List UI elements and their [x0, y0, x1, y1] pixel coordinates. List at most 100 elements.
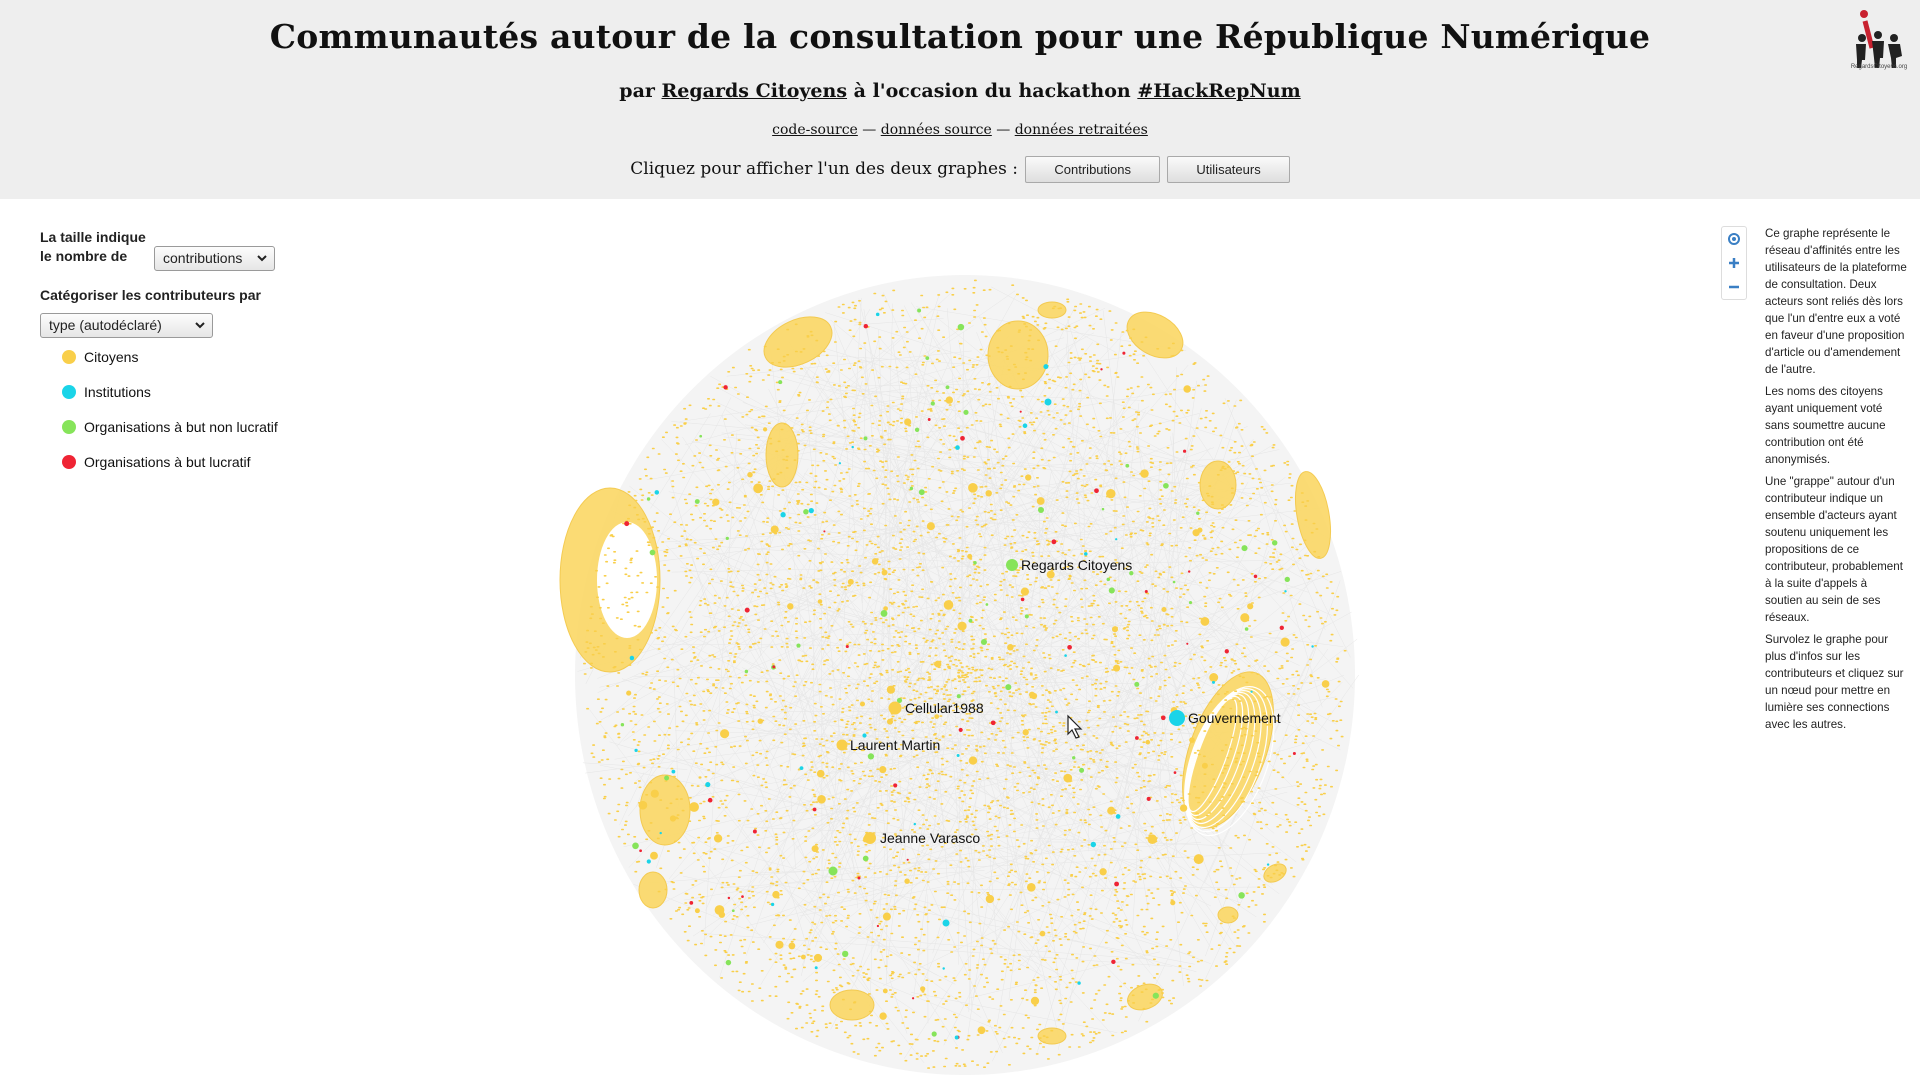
graph-node[interactable]: [694, 499, 700, 504]
graph-node[interactable]: [1122, 351, 1126, 355]
graph-node[interactable]: [880, 609, 888, 617]
graph-node[interactable]: [942, 919, 950, 927]
graph-node[interactable]: [1077, 981, 1081, 985]
graph-node[interactable]: [1271, 540, 1278, 546]
graph-node[interactable]: [1197, 527, 1203, 533]
graph-node[interactable]: [752, 829, 757, 834]
graph-node[interactable]: [1043, 364, 1049, 370]
graph-node[interactable]: [913, 822, 917, 826]
graph-node[interactable]: [1253, 574, 1258, 579]
graph-node[interactable]: [851, 445, 854, 449]
graph-node[interactable]: [1140, 469, 1149, 478]
graph-node[interactable]: [1007, 644, 1014, 651]
graph-node[interactable]: [707, 797, 713, 803]
labeled-nodes[interactable]: Regards Citoyens Cellular1988 Laurent Ma…: [836, 557, 1281, 846]
graph-node[interactable]: [1107, 806, 1116, 815]
graph-node[interactable]: [646, 859, 651, 864]
graph-node[interactable]: [857, 876, 861, 880]
graph-node[interactable]: [1179, 804, 1188, 812]
graph-node[interactable]: [990, 720, 996, 726]
graph-node[interactable]: [1125, 463, 1130, 468]
graph-node[interactable]: [720, 729, 730, 739]
graph-node[interactable]: [1028, 691, 1036, 698]
graph-node[interactable]: [723, 385, 728, 390]
contributions-graph-button[interactable]: Contributions: [1025, 156, 1160, 183]
donnees-source-link[interactable]: données source: [880, 122, 992, 138]
node-jeanne-varasco[interactable]: Jeanne Varasco: [864, 830, 980, 846]
graph-node[interactable]: [1284, 576, 1290, 583]
graph-node[interactable]: [1240, 613, 1250, 623]
graph-node[interactable]: [1055, 710, 1058, 714]
graph-node[interactable]: [650, 789, 659, 798]
graph-node[interactable]: [1144, 589, 1148, 594]
graph-node[interactable]: [957, 323, 965, 331]
graph-node[interactable]: [1020, 597, 1025, 602]
graph-node[interactable]: [725, 959, 732, 966]
graph-node[interactable]: [787, 603, 794, 610]
graph-node[interactable]: [1072, 756, 1076, 760]
graph-node[interactable]: [632, 842, 639, 850]
code-source-link[interactable]: code-source: [772, 122, 858, 138]
graph-node[interactable]: [629, 655, 635, 661]
graph-node[interactable]: [1201, 762, 1208, 769]
node-jeanne-varasco-marker[interactable]: [864, 832, 876, 844]
graph-node[interactable]: [911, 997, 915, 1000]
graph-node[interactable]: [926, 522, 935, 531]
graph-node[interactable]: [817, 794, 826, 804]
graph-node[interactable]: [845, 644, 849, 649]
graph-node[interactable]: [1067, 644, 1072, 650]
graph-node[interactable]: [1101, 507, 1105, 511]
graph-node[interactable]: [968, 618, 973, 623]
graph-node[interactable]: [772, 890, 780, 899]
graph-node[interactable]: [862, 855, 869, 862]
graph-node[interactable]: [945, 396, 954, 404]
graph-node[interactable]: [634, 748, 638, 753]
graph-node[interactable]: [646, 497, 651, 501]
graph-node[interactable]: [803, 509, 809, 515]
graph-node[interactable]: [1024, 614, 1029, 619]
graph-node[interactable]: [1189, 737, 1195, 743]
graph-node[interactable]: [1152, 992, 1159, 999]
graph-node[interactable]: [812, 807, 817, 812]
graph-node[interactable]: [747, 471, 753, 478]
graph-node[interactable]: [847, 578, 854, 585]
graph-node[interactable]: [1321, 680, 1330, 688]
locate-icon[interactable]: [1722, 227, 1746, 251]
graph-node[interactable]: [620, 722, 625, 727]
graph-node[interactable]: [842, 950, 849, 958]
graph-node[interactable]: [1172, 580, 1176, 584]
graph-node[interactable]: [876, 924, 880, 928]
graph-node[interactable]: [694, 908, 700, 914]
graph-node[interactable]: [957, 621, 967, 631]
graph-node[interactable]: [1280, 637, 1290, 647]
graph-node[interactable]: [689, 901, 694, 905]
graph-node[interactable]: [985, 603, 989, 606]
graph-node[interactable]: [1084, 552, 1088, 556]
graph-node[interactable]: [1030, 996, 1040, 1006]
graph-node[interactable]: [1025, 474, 1032, 481]
graph-node[interactable]: [1113, 664, 1121, 672]
graph-node[interactable]: [808, 507, 814, 514]
graph-node[interactable]: [954, 1035, 959, 1040]
graph-node[interactable]: [1064, 654, 1067, 657]
graph-node[interactable]: [859, 701, 866, 707]
graph-node[interactable]: [896, 697, 903, 703]
regards-citoyens-link[interactable]: Regards Citoyens: [661, 80, 848, 102]
graph-node[interactable]: [1145, 739, 1151, 745]
graph-node[interactable]: [934, 714, 940, 719]
graph-node[interactable]: [1211, 680, 1216, 684]
graph-node[interactable]: [930, 401, 935, 406]
graph-node[interactable]: [799, 766, 804, 770]
graph-node[interactable]: [918, 489, 925, 496]
graph-node[interactable]: [689, 802, 699, 812]
graph-node[interactable]: [778, 380, 783, 385]
graph-node[interactable]: [917, 308, 922, 313]
graph-node[interactable]: [626, 690, 632, 696]
graph-node[interactable]: [1183, 385, 1192, 393]
graph-node[interactable]: [800, 954, 806, 960]
graph-node[interactable]: [1238, 892, 1245, 899]
graph-node[interactable]: [1129, 571, 1134, 576]
graph-node[interactable]: [788, 942, 796, 950]
graph-node[interactable]: [879, 1012, 887, 1020]
graph-node[interactable]: [1188, 601, 1193, 605]
